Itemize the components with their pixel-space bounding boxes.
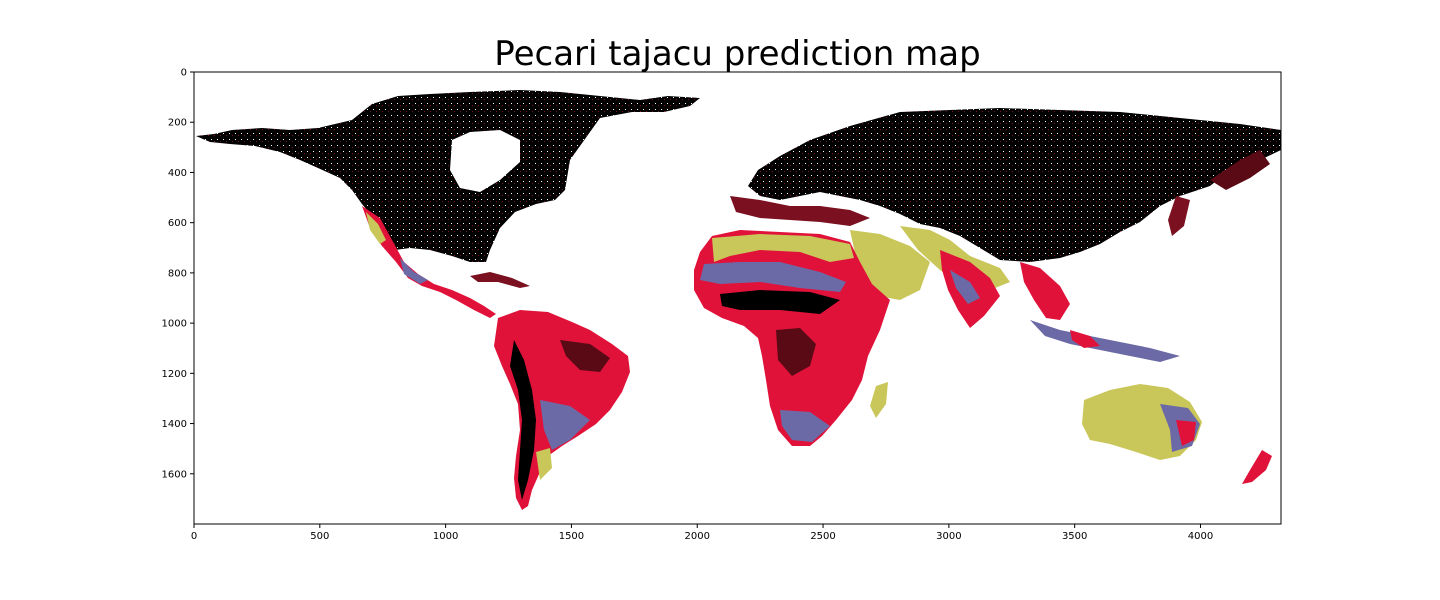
region-japan <box>1168 196 1190 236</box>
region-south-africa-blue <box>780 410 830 442</box>
region-india-blue <box>950 270 980 304</box>
y-tick-label: 1400 <box>162 419 187 430</box>
region-mexico-blue <box>400 258 428 284</box>
x-tick-label: 1500 <box>559 531 584 542</box>
region-indonesia-red <box>1070 330 1100 348</box>
region-se-asia <box>1020 262 1070 320</box>
region-sa-yellow <box>536 448 552 480</box>
region-caribbean <box>470 272 530 288</box>
region-amazon-dark <box>560 340 610 372</box>
x-tick-label: 2000 <box>685 531 710 542</box>
chart-title: Pecari tajacu prediction map <box>494 34 981 74</box>
map-image <box>196 90 1281 510</box>
region-indonesia <box>1030 320 1180 362</box>
y-axis: 0 200 400 600 800 1000 1200 1400 1600 <box>162 68 194 480</box>
y-tick-label: 800 <box>168 268 187 279</box>
x-axis: 0 500 1000 1500 2000 2500 3000 3500 4000 <box>191 524 1213 542</box>
y-tick-label: 600 <box>168 218 187 229</box>
y-tick-label: 200 <box>168 118 187 129</box>
region-mexico-yellow <box>366 212 386 244</box>
region-central-africa-dark <box>776 328 816 376</box>
region-greenland-gap <box>450 130 520 192</box>
x-tick-label: 1000 <box>433 531 458 542</box>
region-andes-dark <box>510 340 536 500</box>
region-eurasia <box>748 108 1281 262</box>
region-mediterranean <box>730 196 870 226</box>
x-tick-label: 2500 <box>810 531 835 542</box>
y-tick-label: 1000 <box>162 319 187 330</box>
x-tick-label: 3500 <box>1062 531 1087 542</box>
region-new-zealand <box>1242 450 1272 484</box>
region-sahara-yellow <box>712 234 854 262</box>
region-east-siberia <box>1210 150 1270 190</box>
axes-frame <box>193 71 1282 525</box>
region-sahel-dark <box>720 290 840 314</box>
region-madagascar <box>870 382 888 418</box>
region-north-america <box>196 90 700 262</box>
region-australia-red <box>1176 420 1196 446</box>
x-tick-label: 3000 <box>936 531 961 542</box>
x-tick-label: 4000 <box>1188 531 1213 542</box>
y-tick-label: 1600 <box>162 469 187 480</box>
y-tick-label: 0 <box>181 68 187 79</box>
x-tick-label: 0 <box>191 531 197 542</box>
region-sahara-blue <box>700 262 846 292</box>
y-tick-label: 400 <box>168 168 187 179</box>
y-tick-label: 1200 <box>162 369 187 380</box>
region-central-america <box>362 206 496 318</box>
region-sa-blue <box>540 400 590 450</box>
x-tick-label: 500 <box>310 531 329 542</box>
